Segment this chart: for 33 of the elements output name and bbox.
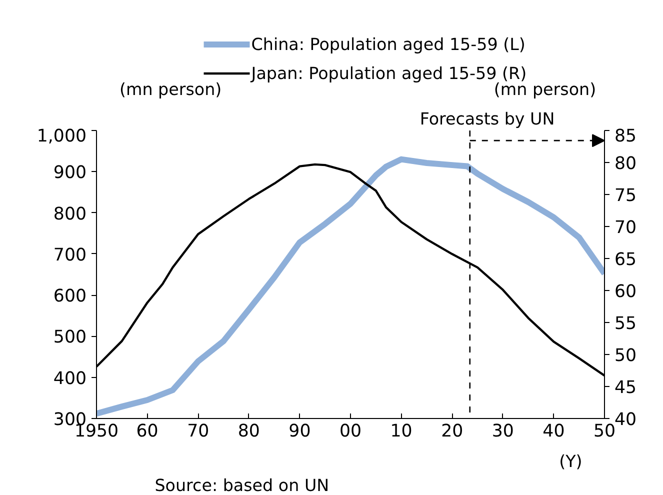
- y2-tick-label: 45: [614, 378, 637, 398]
- y2-tick-label: 85: [614, 126, 637, 146]
- x-tick-label: 90: [288, 422, 311, 442]
- y2-tick-label: 75: [614, 186, 637, 206]
- y2-tick-label: 60: [614, 282, 637, 302]
- y-tick-label: 900: [53, 163, 87, 184]
- y2-tick-label: 80: [614, 154, 637, 174]
- y-axis-title: (mn person): [119, 80, 222, 99]
- y2-tick-label: 70: [614, 218, 637, 238]
- legend-label: China: Population aged 15-59 (L): [251, 35, 526, 54]
- y-tick-label: 700: [53, 245, 87, 266]
- y2-tick-label: 55: [614, 314, 637, 334]
- x-tick-label: 00: [339, 422, 362, 442]
- x-tick-label: 60: [136, 422, 158, 442]
- x-tick-label: 50: [593, 422, 616, 442]
- legend-label: Japan: Population aged 15-59 (R): [250, 64, 527, 83]
- x-tick-label: 70: [187, 422, 210, 442]
- x-tick-label: 10: [390, 422, 412, 442]
- y-tick-label: 400: [53, 368, 87, 389]
- x-axis-title: (Y): [559, 452, 582, 471]
- y2-tick-label: 50: [614, 346, 637, 366]
- y2-tick-label: 65: [614, 250, 637, 270]
- source-note: Source: based on UN: [154, 476, 330, 495]
- x-tick-label: 30: [492, 422, 514, 442]
- y-tick-label: 800: [53, 204, 87, 224]
- ref-line-label: Forecasts by UN: [420, 110, 555, 128]
- y-tick-label: 600: [53, 286, 87, 307]
- y-tick-label: 500: [53, 328, 87, 348]
- x-tick-label: 80: [238, 422, 260, 442]
- x-tick-label: 20: [441, 422, 464, 442]
- x-tick-label: 40: [542, 422, 565, 442]
- y2-axis-title: (mn person): [494, 80, 596, 99]
- y-tick-label: 1,000: [36, 126, 87, 146]
